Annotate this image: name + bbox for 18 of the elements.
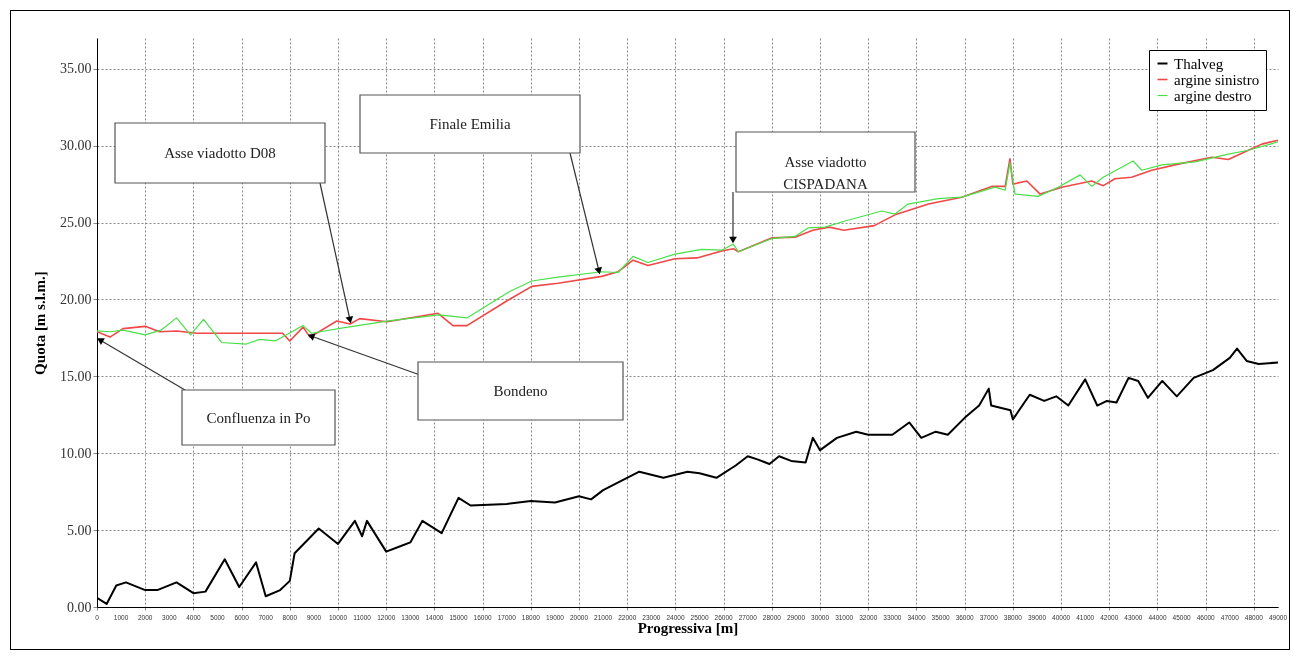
y-tick-label: 35.00 — [60, 61, 92, 77]
legend-label: argine destro — [1174, 87, 1252, 104]
legend-label: argine sinistro — [1174, 71, 1260, 88]
y-tick-label: 10.00 — [60, 445, 92, 461]
x-axis-title: Progressiva [m] — [637, 620, 739, 636]
annotation: Asse viadotto D08 — [164, 145, 276, 161]
y-tick-label: 15.00 — [60, 368, 92, 384]
annotation: Confluenza in Po — [206, 409, 311, 426]
y-tick-label: 20.00 — [60, 291, 92, 307]
annotation: Bondeno — [493, 383, 548, 399]
y-axis-title: Quota [m s.l.m.] — [32, 271, 48, 375]
annotation: Asse viadotto CISPADANA — [783, 154, 868, 192]
y-tick-label: 30.00 — [60, 138, 92, 154]
y-tick-label: 25.00 — [60, 215, 92, 231]
annotation: Finale Emilia — [429, 116, 511, 132]
y-tick-label: 0.00 — [67, 599, 92, 615]
legend-label: Thalveg — [1174, 55, 1224, 72]
y-tick-label: 5.00 — [67, 522, 92, 538]
